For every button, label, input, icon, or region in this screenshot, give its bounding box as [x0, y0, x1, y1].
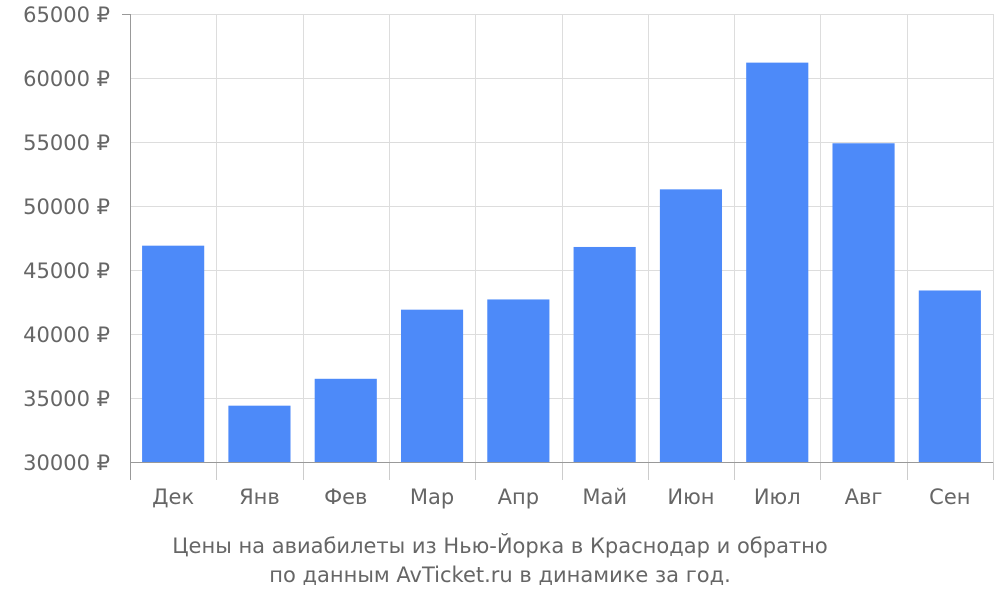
- bar: [918, 290, 981, 462]
- y-tick-label: 45000 ₽: [23, 259, 110, 283]
- x-tick-label: Июн: [667, 485, 714, 509]
- x-tick-label: Июл: [754, 485, 801, 509]
- y-tick-label: 55000 ₽: [23, 131, 110, 155]
- y-tick-label: 50000 ₽: [23, 195, 110, 219]
- axes: [122, 14, 994, 480]
- bar: [400, 309, 464, 462]
- y-tick-label: 30000 ₽: [23, 451, 110, 475]
- x-tick-label: Янв: [239, 485, 280, 509]
- x-tick-label: Май: [582, 485, 627, 509]
- x-tick-label: Фев: [324, 485, 367, 509]
- x-tick-label: Дек: [152, 485, 194, 509]
- y-tick-label: 60000 ₽: [23, 67, 110, 91]
- y-tick-label: 35000 ₽: [23, 387, 110, 411]
- caption-line-2: по данным AvTicket.ru в динамике за год.: [269, 563, 731, 587]
- grid: [130, 14, 994, 463]
- x-tick-label: Мар: [410, 485, 454, 509]
- bar: [573, 246, 636, 462]
- bar-chart: 30000 ₽ 35000 ₽ 40000 ₽ 45000 ₽ 50000 ₽ 55000…: [23, 3, 994, 509]
- y-tick-label: 40000 ₽: [23, 323, 110, 347]
- x-tick-label: Сен: [929, 485, 970, 509]
- x-tick-labels: Дек Янв Фев Мар Апр Май Июн Июл Авг Сен: [152, 485, 970, 509]
- bars: [142, 62, 981, 463]
- bar: [487, 299, 550, 462]
- chart-caption: Цены на авиабилеты из Нью-Йорка в Красно…: [0, 532, 1000, 590]
- bar: [228, 405, 291, 462]
- x-tick-label: Апр: [498, 485, 539, 509]
- bar: [659, 189, 723, 463]
- bar: [746, 62, 809, 462]
- y-tick-labels: 30000 ₽ 35000 ₽ 40000 ₽ 45000 ₽ 50000 ₽ 55000…: [23, 3, 110, 475]
- bar: [832, 143, 895, 462]
- x-tick-label: Авг: [845, 485, 883, 509]
- y-tick-label: 65000 ₽: [23, 3, 110, 27]
- bar: [142, 245, 205, 462]
- bar: [314, 378, 377, 462]
- caption-line-1: Цены на авиабилеты из Нью-Йорка в Красно…: [172, 534, 828, 558]
